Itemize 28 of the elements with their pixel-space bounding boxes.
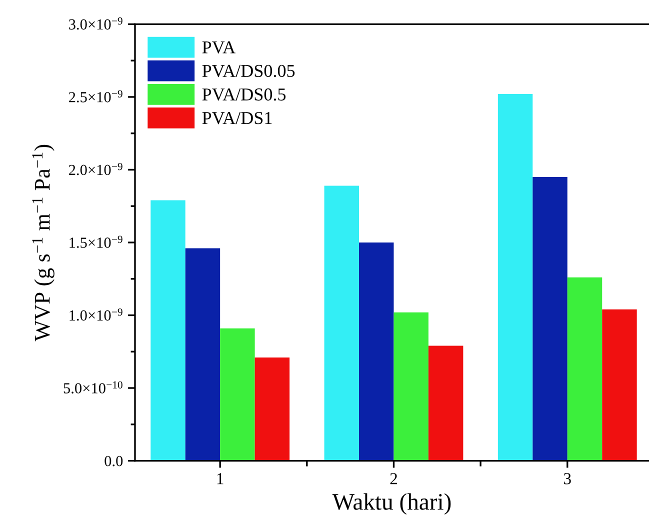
y-tick-label: 1.5×10$^{−9}$ xyxy=(70,236,122,248)
bar xyxy=(602,309,637,461)
x-axis-title: Waktu (hari) xyxy=(332,493,451,515)
bar xyxy=(324,186,359,461)
bar xyxy=(254,357,290,461)
bar xyxy=(150,200,186,461)
y-tick-label: 0.0 xyxy=(104,456,123,466)
bar xyxy=(567,277,602,461)
bar xyxy=(394,312,428,461)
bar xyxy=(220,328,255,461)
y-tick-label: 3.0×10$^{−9}$ xyxy=(69,17,122,30)
y-tick-label: 2.0×10$^{−9}$ xyxy=(69,162,122,176)
y-tick-label: 5.0×10$^{−10}$ xyxy=(64,381,122,394)
y-axis-title: WVP (g s$^{−1}$ m$^{−1}$ Pa$^{−1}$) xyxy=(32,144,54,342)
x-tick-label: 1 xyxy=(217,473,224,484)
bar xyxy=(498,94,533,461)
x-tick-label: 3 xyxy=(564,473,571,484)
legend-label: PVA/DS0.5 xyxy=(202,88,286,101)
legend-label: PVA/DS0.05 xyxy=(202,64,295,78)
bar xyxy=(532,177,568,461)
y-tick-label: 1.0×10$^{−9}$ xyxy=(70,308,122,321)
bar xyxy=(185,248,220,461)
bar xyxy=(359,242,394,461)
legend-label: PVA xyxy=(202,41,236,54)
legend-label: PVA/DS1 xyxy=(202,112,272,124)
x-tick-label: 2 xyxy=(390,473,397,484)
bar xyxy=(428,346,464,461)
y-tick-label: 2.5×10$^{−9}$ xyxy=(69,90,122,102)
